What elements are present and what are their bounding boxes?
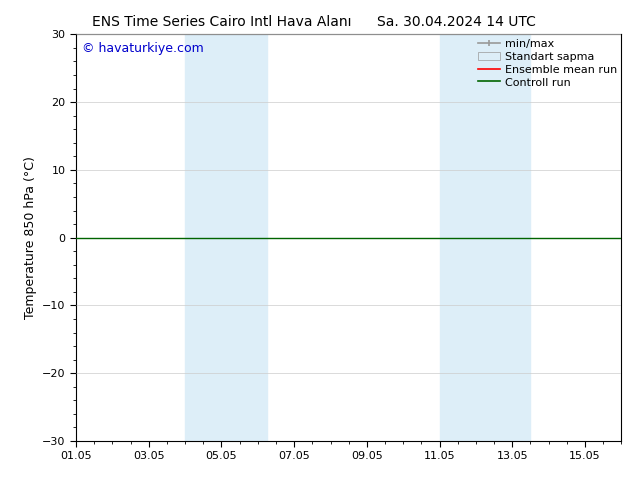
Text: Sa. 30.04.2024 14 UTC: Sa. 30.04.2024 14 UTC (377, 15, 536, 29)
Bar (467, 34, 531, 441)
Legend: min/max, Standart sapma, Ensemble mean run, Controll run: min/max, Standart sapma, Ensemble mean r… (476, 37, 619, 90)
Bar (439, 34, 467, 441)
Bar (185, 34, 212, 441)
Text: ENS Time Series Cairo Intl Hava Alanı: ENS Time Series Cairo Intl Hava Alanı (92, 15, 352, 29)
Text: © havaturkiye.com: © havaturkiye.com (82, 43, 204, 55)
Y-axis label: Temperature 850 hPa (°C): Temperature 850 hPa (°C) (23, 156, 37, 319)
Bar (212, 34, 267, 441)
